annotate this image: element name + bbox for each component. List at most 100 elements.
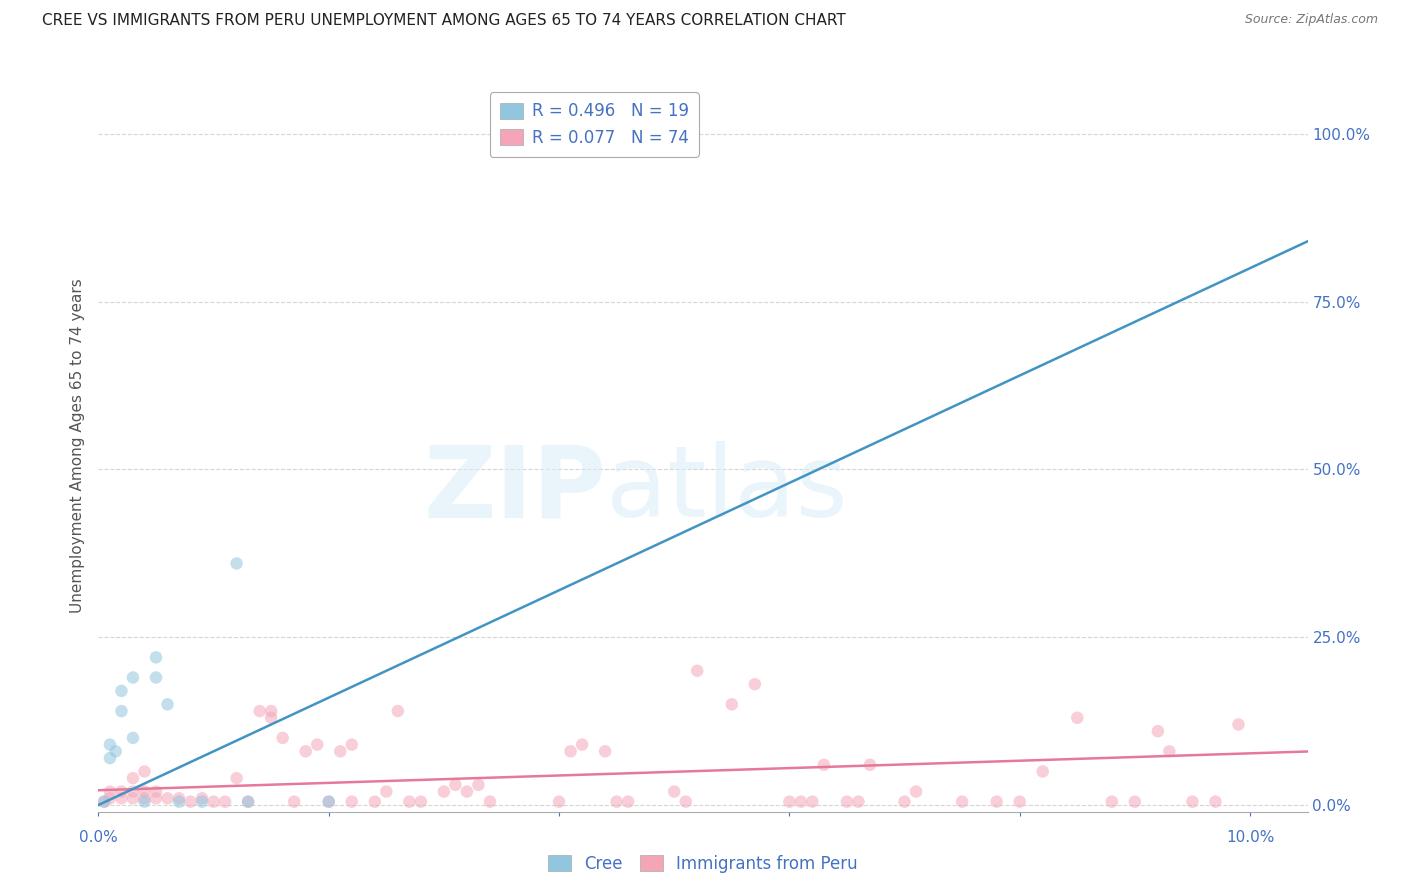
Text: 0.0%: 0.0% xyxy=(79,830,118,845)
Point xyxy=(340,738,363,752)
Point xyxy=(1008,795,1031,809)
Point xyxy=(156,791,179,805)
Point xyxy=(134,791,156,805)
Point xyxy=(950,795,973,809)
Point xyxy=(122,771,145,785)
Point xyxy=(122,791,145,805)
Point xyxy=(778,795,800,809)
Point xyxy=(813,757,835,772)
Point xyxy=(1066,711,1088,725)
Point xyxy=(122,671,145,685)
Point xyxy=(156,698,179,712)
Point xyxy=(122,731,145,745)
Point xyxy=(1159,744,1181,758)
Point xyxy=(214,795,236,809)
Point xyxy=(664,784,686,798)
Point xyxy=(318,795,340,809)
Point xyxy=(329,744,352,758)
Point xyxy=(202,795,225,809)
Point xyxy=(433,784,456,798)
Point xyxy=(180,795,202,809)
Point xyxy=(283,795,305,809)
Point xyxy=(318,795,340,809)
Point xyxy=(294,744,316,758)
Point xyxy=(893,795,915,809)
Point xyxy=(145,650,167,665)
Text: Source: ZipAtlas.com: Source: ZipAtlas.com xyxy=(1244,13,1378,27)
Point xyxy=(617,127,640,141)
Point xyxy=(409,795,432,809)
Point xyxy=(1227,717,1250,731)
Point xyxy=(122,784,145,798)
Point xyxy=(98,791,121,805)
Point xyxy=(617,795,640,809)
Point xyxy=(191,791,214,805)
Point xyxy=(225,771,247,785)
Legend: Cree, Immigrants from Peru: Cree, Immigrants from Peru xyxy=(541,848,865,880)
Point xyxy=(167,791,190,805)
Point xyxy=(560,744,582,758)
Point xyxy=(271,731,294,745)
Point xyxy=(104,744,127,758)
Point xyxy=(93,795,115,809)
Point xyxy=(1147,724,1170,739)
Point xyxy=(98,738,121,752)
Point xyxy=(134,795,156,809)
Point xyxy=(720,698,742,712)
Point xyxy=(617,127,640,141)
Point xyxy=(848,795,870,809)
Point xyxy=(225,557,247,571)
Point xyxy=(110,704,132,718)
Point xyxy=(606,795,628,809)
Point xyxy=(98,784,121,798)
Point xyxy=(110,791,132,805)
Point xyxy=(444,778,467,792)
Point xyxy=(145,671,167,685)
Point xyxy=(260,704,283,718)
Text: ZIP: ZIP xyxy=(423,442,606,539)
Point xyxy=(375,784,398,798)
Point xyxy=(340,795,363,809)
Text: CREE VS IMMIGRANTS FROM PERU UNEMPLOYMENT AMONG AGES 65 TO 74 YEARS CORRELATION : CREE VS IMMIGRANTS FROM PERU UNEMPLOYMEN… xyxy=(42,13,846,29)
Point xyxy=(145,784,167,798)
Point xyxy=(801,795,824,809)
Text: 10.0%: 10.0% xyxy=(1226,830,1274,845)
Legend: R = 0.496   N = 19, R = 0.077   N = 74: R = 0.496 N = 19, R = 0.077 N = 74 xyxy=(489,92,699,157)
Point xyxy=(1181,795,1204,809)
Point xyxy=(593,744,616,758)
Point xyxy=(364,795,387,809)
Point xyxy=(110,784,132,798)
Point xyxy=(98,751,121,765)
Point xyxy=(675,795,697,809)
Point xyxy=(134,784,156,798)
Point xyxy=(1032,764,1054,779)
Point xyxy=(790,795,813,809)
Point xyxy=(686,664,709,678)
Y-axis label: Unemployment Among Ages 65 to 74 years: Unemployment Among Ages 65 to 74 years xyxy=(70,278,86,614)
Point xyxy=(548,795,571,809)
Point xyxy=(467,778,489,792)
Point xyxy=(986,795,1008,809)
Point xyxy=(1123,795,1146,809)
Point xyxy=(236,795,259,809)
Point xyxy=(1101,795,1123,809)
Point xyxy=(260,711,283,725)
Point xyxy=(1204,795,1226,809)
Text: atlas: atlas xyxy=(606,442,848,539)
Point xyxy=(167,795,190,809)
Point xyxy=(249,704,271,718)
Point xyxy=(110,684,132,698)
Point xyxy=(905,784,928,798)
Point xyxy=(93,795,115,809)
Point xyxy=(478,795,501,809)
Point xyxy=(191,795,214,809)
Point xyxy=(859,757,882,772)
Point xyxy=(307,738,329,752)
Point xyxy=(145,791,167,805)
Point xyxy=(744,677,766,691)
Point xyxy=(398,795,420,809)
Point xyxy=(236,795,259,809)
Point xyxy=(456,784,478,798)
Point xyxy=(835,795,858,809)
Point xyxy=(387,704,409,718)
